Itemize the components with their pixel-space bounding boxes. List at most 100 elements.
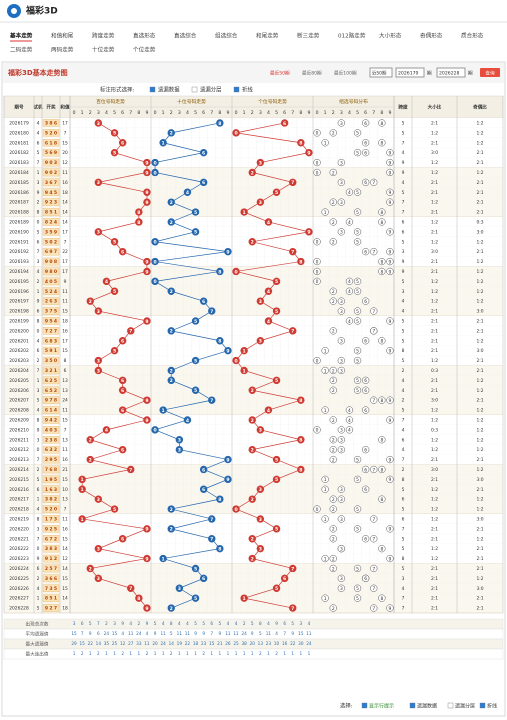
logo-icon-inner: [11, 8, 17, 14]
nav-link[interactable]: 奇偶形态: [420, 32, 443, 40]
draw-digit: 9: [49, 348, 52, 354]
issue: 2026195: [9, 279, 29, 285]
stats-value: 24: [104, 631, 110, 636]
issue: 2026201: [9, 338, 29, 344]
sum: 13: [62, 497, 68, 503]
draw-ball: [272, 188, 281, 196]
nav-link[interactable]: 两码走势: [51, 46, 74, 54]
period-link[interactable]: 最近80期: [302, 70, 322, 77]
big-small-ratio: 3:0: [431, 467, 438, 473]
sum: 15: [62, 536, 68, 542]
period-link[interactable]: 最近50期: [270, 70, 290, 77]
stats-value: 5: [154, 621, 157, 626]
draw-digit: 6: [45, 378, 48, 384]
big-small-ratio: 2:1: [431, 318, 438, 324]
draw-digit: 5: [49, 210, 52, 216]
group-ball: [353, 376, 362, 385]
nav-link[interactable]: 大小形态: [379, 32, 402, 40]
draw-ball: [167, 198, 175, 206]
draw-ball: [280, 119, 289, 127]
stats-label: 平均遗漏值: [26, 631, 49, 638]
test-number: 4: [37, 507, 40, 513]
sum: 20: [62, 150, 68, 156]
draw-digit: 3: [54, 299, 57, 305]
checkbox[interactable]: [191, 86, 198, 93]
odd-even-ratio: 1:2: [476, 140, 483, 146]
ball-number: 3: [97, 121, 100, 127]
checkbox[interactable]: [149, 86, 156, 93]
checkbox[interactable]: [361, 702, 368, 709]
draw-cell: [42, 178, 60, 187]
query-button[interactable]: [480, 68, 500, 77]
to-input[interactable]: [436, 67, 466, 78]
draw-digit: 3: [49, 437, 52, 443]
odd-even-ratio: 1:2: [476, 239, 483, 245]
stats-value: 1: [219, 651, 222, 656]
nav-link[interactable]: 个位走势: [133, 46, 156, 54]
from-input[interactable]: [395, 67, 425, 78]
issue: 2026223: [9, 556, 29, 562]
group-number: 9: [389, 527, 392, 533]
draw-digit: 2: [45, 457, 48, 463]
group-number: 5: [356, 190, 359, 196]
digit-header: 3: [178, 110, 181, 116]
draw-digit: 0: [49, 279, 52, 285]
ball-number: 3: [259, 200, 262, 206]
ball-number: 0: [153, 240, 156, 246]
period-link[interactable]: 最近100期: [334, 70, 357, 77]
draw-ball: [167, 327, 175, 335]
big-small-ratio: 0:3: [431, 368, 438, 374]
draw-ball: [208, 515, 216, 523]
group-number: 6: [364, 408, 367, 414]
nav-link[interactable]: 和尾走势: [256, 32, 279, 40]
draw-ball: [199, 297, 208, 305]
nav-link[interactable]: 十位走势: [92, 46, 115, 54]
nav-link[interactable]: 直选综合: [174, 32, 197, 40]
test-number: 7: [37, 536, 40, 542]
nav-link[interactable]: 012路走势: [338, 32, 366, 40]
ball-number: 2: [251, 497, 254, 503]
nav-link[interactable]: 跨度走势: [92, 32, 115, 40]
draw-digit: 8: [54, 259, 57, 265]
big-small-ratio: 2:1: [431, 180, 438, 186]
stats-value: 11: [266, 631, 272, 636]
digit-header: 1: [243, 110, 246, 116]
nav-link[interactable]: 组选综合: [215, 32, 238, 40]
ball-number: 5: [194, 596, 197, 602]
nav-link[interactable]: 和值和尾: [51, 32, 74, 40]
group-ball: [321, 347, 329, 355]
span: 5: [402, 487, 405, 493]
group-ball: [370, 307, 378, 315]
nav-link[interactable]: 二码走势: [10, 46, 33, 54]
ball-number: 2: [251, 447, 254, 453]
group-ball: [337, 356, 346, 365]
nav-link[interactable]: 直选形态: [133, 32, 156, 40]
nav-link[interactable]: 断三走势: [297, 32, 320, 40]
big-small-ratio: 2:1: [431, 526, 438, 532]
draw-cell: [42, 168, 60, 177]
group-ball: [329, 505, 337, 513]
draw-ball: [248, 535, 256, 543]
span: 5: [402, 536, 405, 542]
group-ball: [329, 327, 337, 335]
checkbox[interactable]: [479, 702, 486, 709]
draw-ball: [191, 208, 200, 216]
nav-link[interactable]: 基本走势: [9, 32, 33, 40]
span: 7: [402, 596, 405, 602]
draw-digit: 7: [49, 516, 52, 522]
group-ball: [362, 119, 370, 127]
checkbox[interactable]: [233, 86, 240, 93]
ball-number: 5: [113, 240, 116, 246]
period-select[interactable]: [369, 67, 393, 78]
sum: 15: [62, 417, 68, 423]
group-ball: [321, 139, 329, 147]
checkbox[interactable]: [447, 702, 454, 709]
stats-value: 1: [243, 651, 246, 656]
checkbox[interactable]: [409, 702, 416, 709]
draw-digit: 6: [49, 467, 52, 473]
draw-digit: 5: [49, 318, 52, 324]
draw-cell: [42, 445, 60, 454]
digit-header: 6: [202, 110, 205, 116]
nav-link[interactable]: 质合形态: [461, 32, 484, 40]
draw-ball: [118, 376, 127, 385]
